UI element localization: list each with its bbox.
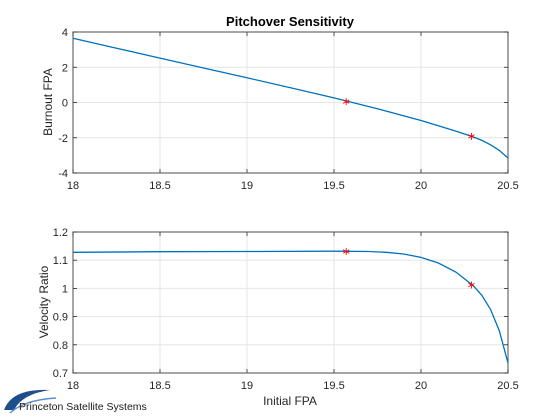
y-tick-label: -4 — [58, 168, 68, 180]
velocity-ratio-plot: 18 18.5 19 19.5 20 20.5 1.2 1.1 1 0.9 0.8 0.7 Veloci… — [37, 227, 519, 408]
chart-title: Pitchover Sensitivity — [226, 14, 355, 29]
x-tick-label: 19 — [241, 380, 253, 392]
plot-frame — [72, 31, 509, 174]
x-tick-label: 18.5 — [149, 180, 170, 192]
x-tick-label: 20.5 — [497, 380, 518, 392]
data-marker — [342, 247, 350, 255]
data-marker — [468, 281, 475, 289]
plot-frame — [72, 231, 509, 374]
y-tick-label: 0.9 — [53, 312, 68, 324]
logo-text: Princeton Satellite Systems — [19, 401, 147, 413]
plot-area — [72, 231, 509, 374]
y-axis-label-bottom: Velocity Ratio — [37, 265, 51, 338]
y-tick-label: 0.8 — [53, 340, 68, 352]
x-tick-label: 20 — [415, 380, 427, 392]
x-tick-label: 20.5 — [497, 180, 518, 192]
y-tick-label: 0.7 — [53, 368, 68, 380]
y-tick-label: 1 — [62, 283, 68, 295]
x-tick-label: 20 — [415, 180, 427, 192]
logo-orbit-icon — [9, 397, 57, 414]
y-axis-label-top: Burnout FPA — [41, 68, 55, 136]
y-tick-label: 1.1 — [53, 255, 68, 267]
data-marker — [342, 98, 350, 106]
logo-swoosh-icon — [4, 389, 50, 410]
series-line — [72, 37, 509, 159]
x-tick-label: 18 — [67, 380, 79, 392]
x-tick-label: 18.5 — [149, 380, 170, 392]
y-tick-label: 1.2 — [53, 227, 68, 239]
x-axis-label: Initial FPA — [263, 394, 317, 408]
y-tick-label: -2 — [58, 133, 68, 145]
series-line — [72, 250, 509, 364]
x-tick-label: 19.5 — [323, 180, 344, 192]
x-tick-label: 19.5 — [323, 380, 344, 392]
x-tick-label: 19 — [241, 180, 253, 192]
princeton-satellite-systems-logo: Princeton Satellite Systems — [4, 389, 147, 414]
y-tick-label: 4 — [62, 27, 68, 39]
y-tick-label: 0 — [62, 98, 68, 110]
data-marker — [468, 132, 475, 140]
y-tick-label: 2 — [62, 62, 68, 74]
x-tick-label: 18 — [67, 180, 79, 192]
